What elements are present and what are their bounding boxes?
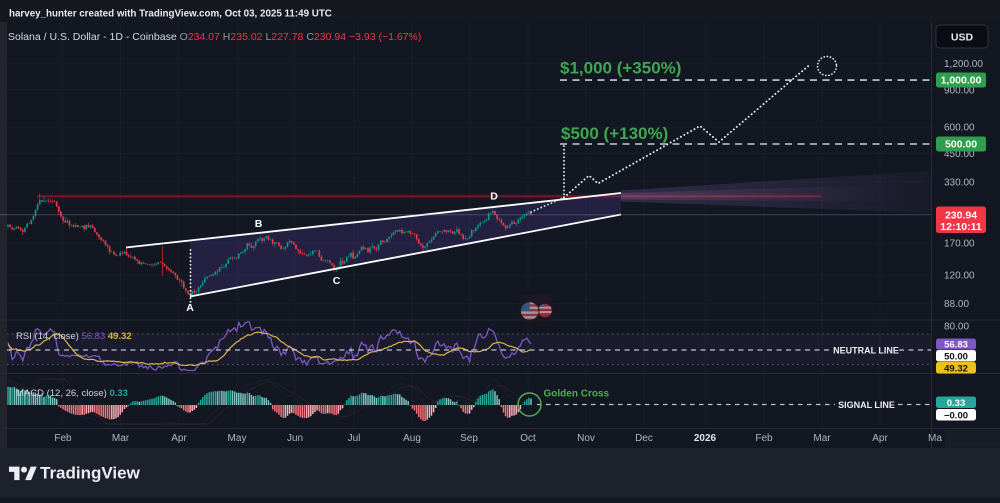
svg-text:MACD (12, 26, close) 0.33: MACD (12, 26, close) 0.33 [16,388,128,399]
svg-text:−0.00: −0.00 [944,410,968,421]
svg-text:D: D [490,191,498,203]
svg-text:56.83: 56.83 [944,340,968,351]
svg-text:Mar: Mar [112,433,130,444]
svg-text:Dec: Dec [635,433,653,444]
svg-text:SIGNAL LINE: SIGNAL LINE [838,400,895,410]
svg-text:B: B [255,218,263,230]
svg-text:1,200.00: 1,200.00 [944,59,983,70]
svg-text:330.00: 330.00 [944,178,975,189]
svg-text:120.00: 120.00 [944,271,975,282]
svg-text:RSI (14, close) 56.83 49.32: RSI (14, close) 56.83 49.32 [16,331,132,342]
svg-text:Oct: Oct [520,433,536,444]
svg-text:900.00: 900.00 [944,85,975,96]
svg-text:600.00: 600.00 [944,123,975,134]
svg-text:Apr: Apr [171,433,187,444]
svg-text:$500 (+130%): $500 (+130%) [561,124,668,143]
svg-text:Golden Cross: Golden Cross [544,389,610,400]
svg-text:Apr: Apr [872,433,888,444]
svg-text:170.00: 170.00 [944,239,975,250]
svg-text:Solana / U.S. Dollar - 1D - Co: Solana / U.S. Dollar - 1D - Coinbase O23… [8,31,421,43]
svg-text:C: C [333,275,341,287]
svg-text:50.00: 50.00 [944,351,968,362]
svg-text:80.00: 80.00 [944,322,969,333]
svg-text:A: A [186,302,194,314]
svg-text:Feb: Feb [54,433,72,444]
svg-text:2026: 2026 [694,433,717,444]
svg-text:Jun: Jun [287,433,303,444]
svg-text:Mar: Mar [813,433,831,444]
svg-text:Sep: Sep [460,433,478,444]
svg-text:Aug: Aug [403,433,421,444]
svg-text:49.32: 49.32 [944,363,968,374]
svg-text:450.00: 450.00 [944,149,975,160]
svg-text:0.33: 0.33 [947,398,966,409]
svg-text:USD: USD [951,32,974,44]
svg-text:12:10:11: 12:10:11 [940,221,982,233]
svg-text:Jul: Jul [348,433,361,444]
svg-text:Feb: Feb [755,433,773,444]
svg-text:88.00: 88.00 [944,299,969,310]
svg-text:1,000.00: 1,000.00 [941,75,982,87]
svg-text:230.94: 230.94 [945,209,977,221]
svg-text:500.00: 500.00 [945,139,977,151]
svg-text:TradingView: TradingView [40,464,141,483]
svg-text:NEUTRAL LINE: NEUTRAL LINE [833,346,899,356]
svg-text:harvey_hunter created with Tra: harvey_hunter created with TradingView.c… [9,9,332,20]
svg-text:May: May [228,433,247,444]
svg-text:Nov: Nov [577,433,595,444]
svg-text:$1,000 (+350%): $1,000 (+350%) [560,59,681,78]
svg-text:Ma: Ma [928,433,942,444]
